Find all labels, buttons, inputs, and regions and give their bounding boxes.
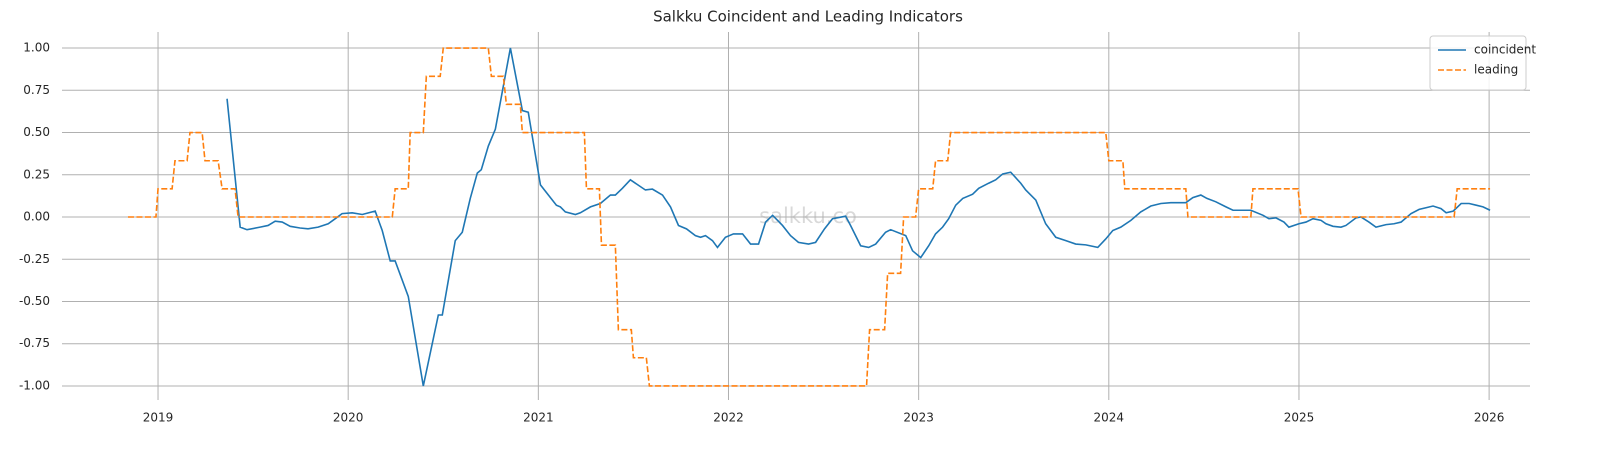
y-tick-label: 1.00 bbox=[23, 41, 50, 55]
legend-label: coincident bbox=[1474, 43, 1536, 57]
x-tick-label: 2025 bbox=[1284, 411, 1315, 425]
y-tick-label: 0.75 bbox=[23, 83, 50, 97]
x-tick-label: 2020 bbox=[333, 411, 364, 425]
x-tick-label: 2019 bbox=[143, 411, 174, 425]
y-tick-label: -0.50 bbox=[19, 294, 50, 308]
y-tick-label: 0.25 bbox=[23, 167, 50, 181]
chart-title: Salkku Coincident and Leading Indicators bbox=[653, 8, 963, 26]
x-tick-label: 2023 bbox=[903, 411, 934, 425]
line-leading bbox=[127, 47, 1491, 387]
legend-label: leading bbox=[1474, 63, 1518, 77]
x-tick-label: 2021 bbox=[523, 411, 554, 425]
x-tick-label: 2024 bbox=[1094, 411, 1125, 425]
line-coincident bbox=[226, 47, 1491, 387]
grid bbox=[62, 32, 1530, 400]
y-tick-label: 0.00 bbox=[23, 210, 50, 224]
y-tick-label: -0.25 bbox=[19, 252, 50, 266]
y-tick-label: -0.75 bbox=[19, 336, 50, 350]
legend: coincident leading bbox=[1429, 35, 1536, 91]
x-tick-label: 2026 bbox=[1474, 411, 1505, 425]
y-tick-label: 0.50 bbox=[23, 125, 50, 139]
y-tick-label: -1.00 bbox=[19, 378, 50, 392]
x-tick-label: 2022 bbox=[713, 411, 744, 425]
watermark: salkku.co bbox=[759, 204, 857, 228]
